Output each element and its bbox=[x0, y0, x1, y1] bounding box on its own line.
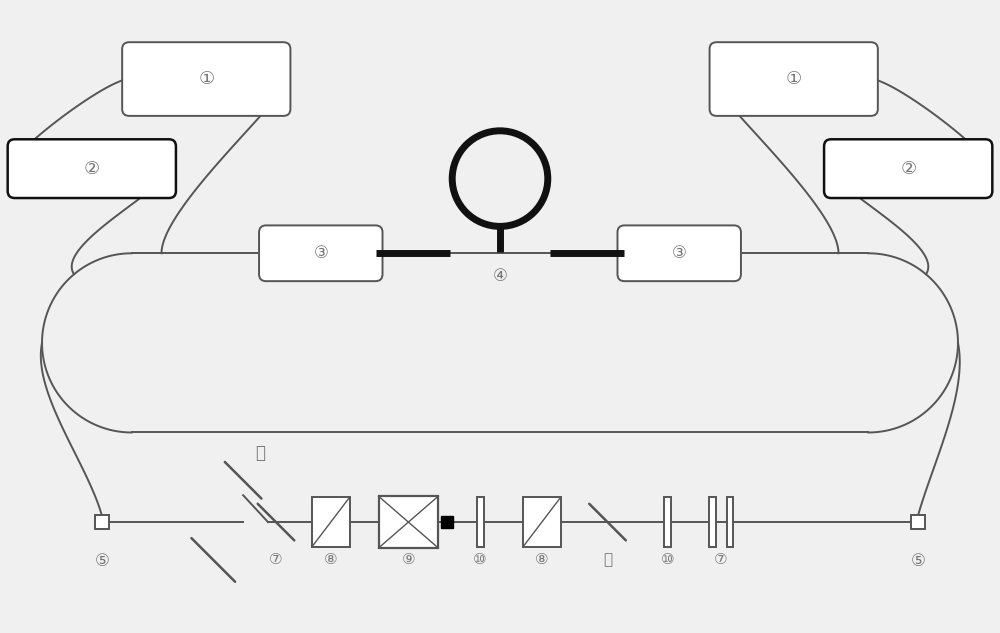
Bar bbox=[312, 497, 350, 547]
Bar bbox=[727, 497, 733, 547]
Text: ⑨: ⑨ bbox=[402, 552, 415, 567]
Text: ⑤: ⑤ bbox=[94, 552, 109, 570]
Text: ③: ③ bbox=[672, 244, 687, 262]
Text: ⑤: ⑤ bbox=[911, 552, 926, 570]
Bar bbox=[477, 497, 484, 547]
Text: ⑦: ⑦ bbox=[269, 552, 283, 567]
Text: ⑩: ⑩ bbox=[473, 552, 487, 567]
Text: ⑧: ⑧ bbox=[535, 552, 549, 567]
Bar bbox=[379, 496, 438, 548]
Bar bbox=[709, 497, 716, 547]
Text: ①: ① bbox=[786, 70, 802, 88]
Bar bbox=[911, 515, 925, 529]
FancyBboxPatch shape bbox=[122, 42, 290, 116]
Text: ②: ② bbox=[84, 160, 100, 178]
FancyBboxPatch shape bbox=[617, 225, 741, 281]
FancyBboxPatch shape bbox=[710, 42, 878, 116]
Text: ①: ① bbox=[198, 70, 214, 88]
Text: ⑦: ⑦ bbox=[714, 552, 728, 567]
Text: ②: ② bbox=[900, 160, 916, 178]
Text: ⑫: ⑫ bbox=[255, 444, 265, 462]
FancyBboxPatch shape bbox=[259, 225, 383, 281]
FancyBboxPatch shape bbox=[824, 139, 992, 198]
FancyBboxPatch shape bbox=[8, 139, 176, 198]
Text: ⑩: ⑩ bbox=[660, 552, 674, 567]
Text: ④: ④ bbox=[493, 267, 507, 285]
Text: ⑪: ⑪ bbox=[603, 552, 612, 567]
Text: ③: ③ bbox=[313, 244, 328, 262]
Bar bbox=[664, 497, 671, 547]
Text: ⑧: ⑧ bbox=[324, 552, 338, 567]
Bar bbox=[95, 515, 109, 529]
Bar bbox=[523, 497, 561, 547]
